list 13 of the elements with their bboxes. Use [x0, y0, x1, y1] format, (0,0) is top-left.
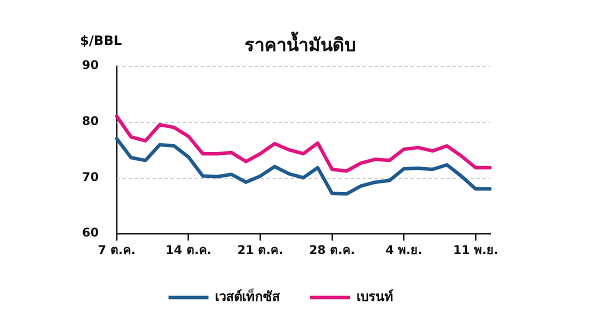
- x-tick-label: 7 ต.ค.: [98, 242, 136, 257]
- legend-label: เวสต์เท็กซัส: [215, 286, 280, 305]
- y-tick-label: 60: [82, 226, 99, 240]
- y-tick-label: 70: [82, 170, 99, 184]
- y-tick-label: 90: [82, 58, 99, 72]
- x-tick-label: 14 ต.ค.: [165, 242, 212, 257]
- x-tick-label: 28 ต.ค.: [309, 242, 356, 257]
- y-tick-label: 80: [82, 114, 99, 128]
- legend-label: เบรนท์: [356, 288, 394, 305]
- x-tick-label: 21 ต.ค.: [237, 242, 284, 257]
- y-axis-title: $/BBL: [80, 34, 122, 49]
- x-tick-label: 4 พ.ย.: [386, 242, 422, 257]
- x-tick-label: 11 พ.ย.: [453, 242, 498, 257]
